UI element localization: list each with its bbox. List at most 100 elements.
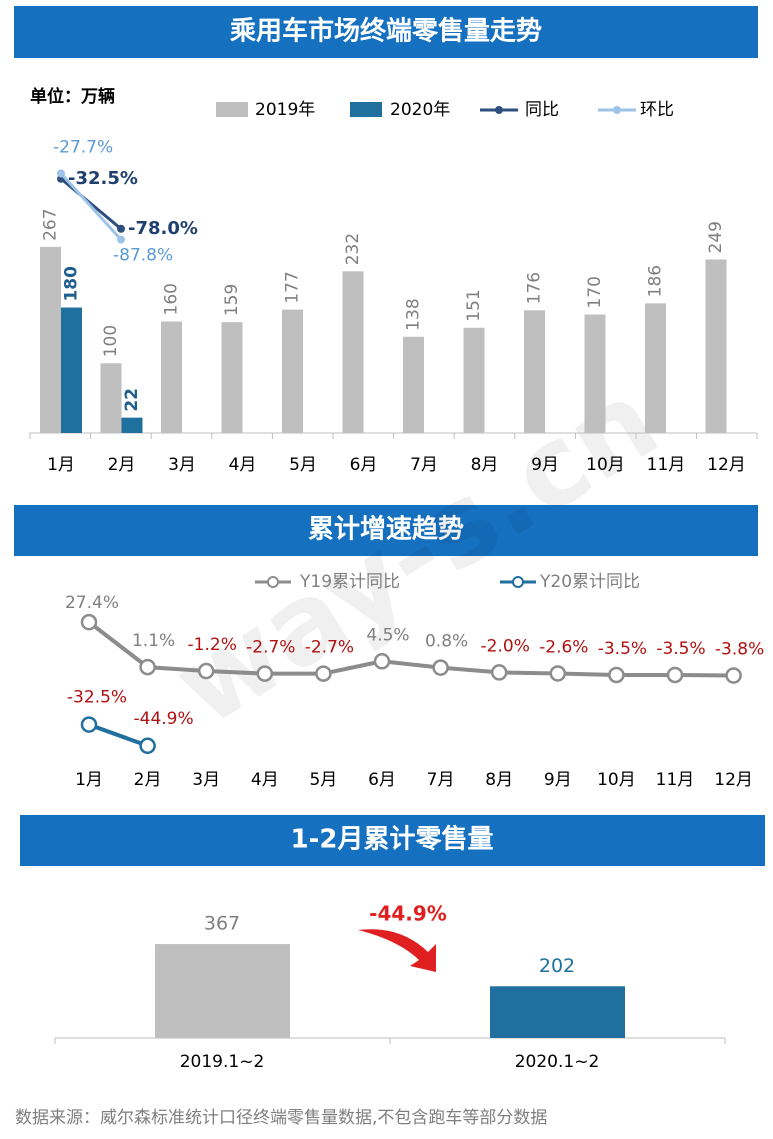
x-tick-label: 11月 (656, 770, 695, 790)
value-label: -1.2% (188, 635, 237, 655)
bar (645, 303, 666, 433)
value-label: -3.5% (598, 639, 647, 659)
x-tick-label: 7月 (410, 455, 438, 475)
bar (403, 336, 424, 433)
bar (121, 417, 143, 433)
value-label: 1.1% (132, 631, 175, 651)
bar (705, 259, 727, 433)
legend-swatch (216, 102, 248, 117)
value-label: 186 (646, 265, 666, 297)
value-label: -44.9% (134, 709, 194, 729)
point (57, 169, 65, 178)
value-label: 159 (222, 284, 242, 316)
x-tick-label: 2020.1~2 (515, 1052, 600, 1072)
legend-marker (512, 576, 524, 588)
value-label: 249 (706, 221, 726, 253)
point (80, 613, 98, 631)
point (549, 665, 567, 682)
value-label: -2.7% (246, 638, 295, 658)
x-tick-label: 6月 (350, 455, 378, 475)
value-label: -32.5% (68, 168, 138, 189)
bar (100, 363, 122, 433)
x-tick-label: 11月 (647, 455, 686, 475)
x-tick-label: 10月 (597, 770, 636, 790)
x-tick-label: 1月 (75, 770, 103, 790)
value-label: 267 (41, 208, 61, 240)
point (373, 653, 391, 670)
legend-label: 2019年 (255, 100, 315, 120)
value-label: -87.8% (113, 246, 173, 266)
value-label: 180 (62, 266, 82, 302)
point (80, 716, 98, 733)
point (666, 666, 684, 684)
chart-title: 乘用车市场终端零售量走势 (229, 16, 542, 47)
bar (584, 314, 606, 433)
value-label: 177 (283, 271, 303, 303)
bar (61, 307, 82, 433)
arrow (358, 929, 436, 972)
value-label: 367 (204, 913, 240, 935)
line (87, 620, 734, 678)
x-tick-label: 7月 (427, 770, 455, 790)
point (139, 737, 156, 755)
legend-label: Y19累计同比 (299, 572, 400, 592)
value-label: 0.8% (425, 632, 468, 652)
chart-title: 累计增速趋势 (308, 514, 464, 545)
value-label: -3.8% (715, 639, 764, 659)
value-label: 176 (525, 272, 545, 304)
bar (342, 271, 364, 433)
x-tick-label: 5月 (289, 455, 317, 475)
point (490, 664, 508, 681)
x-tick-label: 4月 (251, 770, 279, 790)
value-label: 138 (404, 298, 424, 330)
footer: 数据来源：威尔森标准统计口径终端零售量数据,不包含跑车等部分数据 (15, 1108, 547, 1128)
legend-marker (613, 106, 621, 114)
chart-title: 1-2月累计零售量 (291, 824, 494, 855)
value-label: -3.5% (656, 639, 705, 659)
x-tick-label: 2月 (108, 455, 136, 475)
value-label: 170 (585, 276, 605, 308)
x-tick-label: 5月 (309, 770, 337, 790)
value-label: -78.0% (128, 218, 198, 239)
ratio-line (59, 172, 123, 241)
x-tick-label: 10月 (586, 455, 625, 475)
banner (14, 6, 758, 58)
value-label: 27.4% (65, 593, 119, 613)
value-label: -2.0% (481, 636, 530, 656)
bar (221, 322, 243, 433)
value-label: 100 (101, 325, 121, 357)
point (117, 235, 125, 244)
point (608, 666, 625, 684)
value-label: 232 (343, 233, 363, 265)
bar (282, 309, 303, 433)
x-tick-label: 3月 (168, 455, 196, 475)
legend-marker (267, 576, 279, 588)
bar (463, 327, 485, 433)
x-tick-label: 12月 (707, 455, 746, 475)
value-label: -2.6% (539, 637, 588, 657)
value-label: -32.5% (67, 688, 127, 708)
x-tick-label: 2月 (134, 770, 162, 790)
point (256, 665, 274, 682)
x-tick-label: 8月 (471, 455, 499, 475)
banner (20, 815, 765, 866)
line (88, 722, 149, 748)
bar (40, 246, 61, 433)
point (725, 667, 742, 684)
bar (155, 944, 290, 1038)
x-tick-label: 2019.1~2 (180, 1052, 265, 1072)
value-label: 4.5% (366, 625, 409, 645)
legend-marker (495, 106, 503, 114)
x-tick-label: 9月 (531, 455, 559, 475)
banner (14, 505, 758, 556)
x-tick-label: 9月 (544, 770, 572, 790)
legend-label: Y20累计同比 (539, 572, 640, 592)
value-label: -27.7% (53, 137, 113, 157)
unit-label: 单位：万辆 (30, 86, 115, 107)
x-tick-label: 8月 (485, 770, 513, 790)
point (139, 658, 156, 676)
value-label: 151 (464, 289, 484, 321)
legend-label: 环比 (640, 100, 674, 120)
x-tick-label: 4月 (229, 455, 257, 475)
